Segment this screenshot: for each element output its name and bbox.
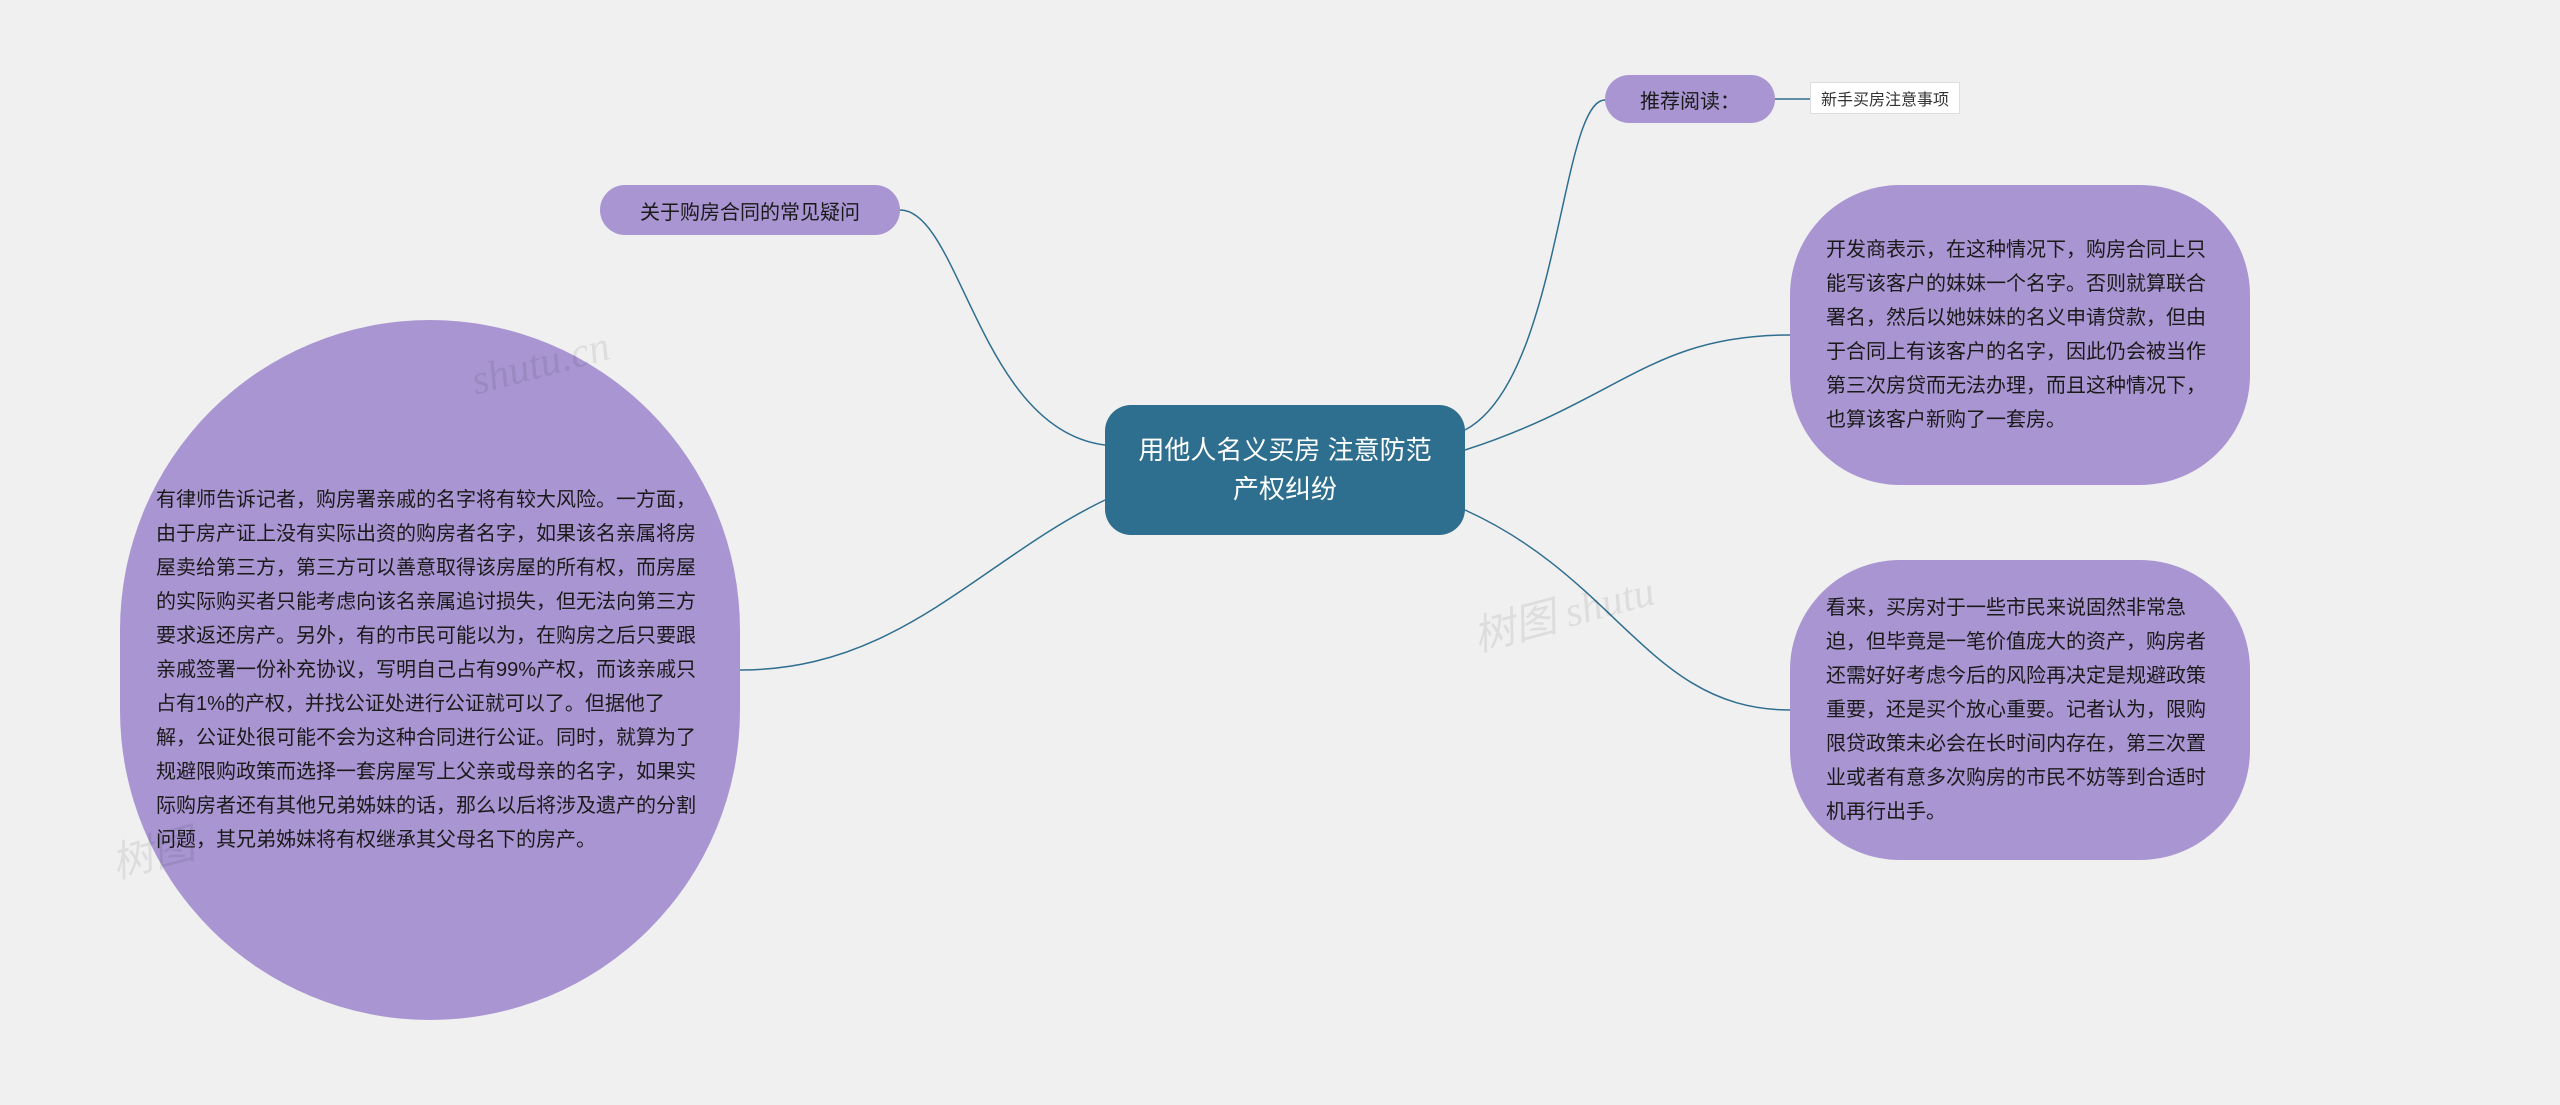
edge — [900, 210, 1105, 445]
branch-faq-node[interactable]: 关于购房合同的常见疑问 — [600, 185, 900, 235]
edge — [1465, 510, 1790, 710]
watermark: 树图 shutu — [1465, 557, 1660, 664]
leaf-newbie-tips[interactable]: 新手买房注意事项 — [1810, 82, 1960, 114]
center-topic-node[interactable]: 用他人名义买房 注意防范产权纠纷 — [1105, 405, 1465, 535]
branch-opinion-node[interactable]: 看来，买房对于一些市民来说固然非常急迫，但毕竟是一笔价值庞大的资产，购房者还需好… — [1790, 560, 2250, 860]
branch-lawyer-node[interactable]: 有律师告诉记者，购房署亲戚的名字将有较大风险。一方面，由于房产证上没有实际出资的… — [120, 320, 740, 1020]
edge — [1465, 100, 1605, 430]
branch-developer-node[interactable]: 开发商表示，在这种情况下，购房合同上只能写该客户的妹妹一个名字。否则就算联合署名… — [1790, 185, 2250, 485]
branch-recommend-node[interactable]: 推荐阅读： — [1605, 75, 1775, 123]
edge — [1465, 335, 1790, 450]
edge — [740, 500, 1105, 670]
